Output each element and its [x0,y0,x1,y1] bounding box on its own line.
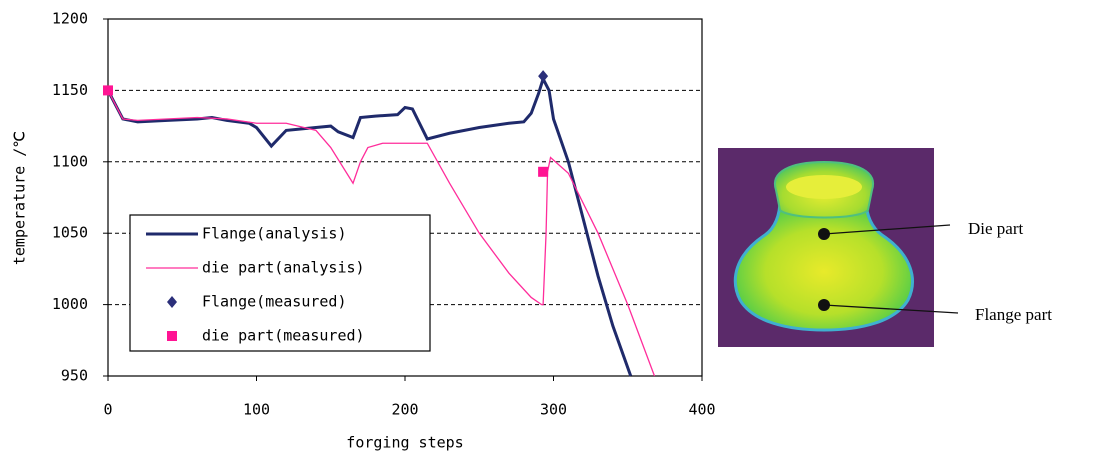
x-tick-label: 300 [540,401,567,419]
x-tick-label: 400 [688,401,715,419]
x-tick-label: 200 [391,401,418,419]
thermal-image: Die part Flange part [718,148,1052,347]
x-tick-label: 0 [103,401,112,419]
y-tick-label: 950 [61,367,88,385]
y-tick-label: 1200 [52,10,88,28]
chart: Die part Flange part forging steps tempe… [0,0,1094,459]
figure-label: Die part [968,219,1024,238]
square-marker [103,85,113,95]
legend-swatch [167,331,177,341]
x-axis-label: forging steps [346,434,463,452]
die-top [786,175,862,199]
y-tick-label: 1150 [52,81,88,99]
y-axis-label: temperature /℃ [11,131,29,265]
legend-label: Flange(measured) [202,293,347,311]
legend-label: die part(measured) [202,327,365,345]
x-tick-label: 100 [243,401,270,419]
square-marker [538,167,548,177]
diamond-marker [538,70,548,82]
figure-label: Flange part [975,305,1052,324]
y-tick-label: 1100 [52,152,88,170]
legend-label: die part(analysis) [202,259,365,277]
legend-label: Flange(analysis) [202,225,347,243]
y-tick-label: 1050 [52,224,88,242]
y-tick-label: 1000 [52,295,88,313]
